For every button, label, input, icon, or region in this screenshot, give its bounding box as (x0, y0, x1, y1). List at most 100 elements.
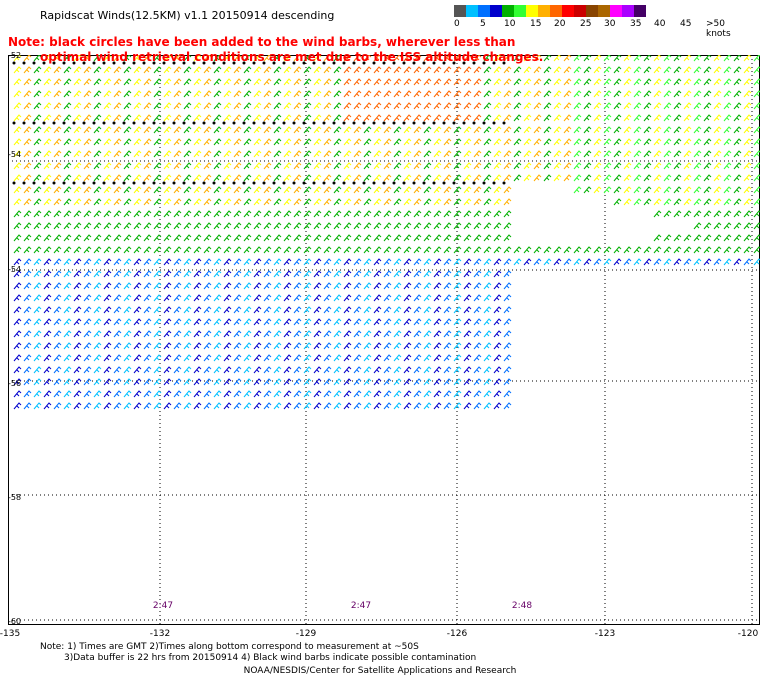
wind-barb (513, 174, 522, 182)
contamination-marker (152, 181, 156, 185)
wind-barb (513, 258, 522, 266)
wind-barb (463, 198, 472, 206)
legend-swatch (478, 5, 490, 17)
wind-barb (213, 402, 222, 410)
wind-barb (93, 342, 102, 350)
wind-barb (323, 162, 332, 170)
wind-barb (53, 378, 62, 386)
wind-barb (83, 270, 92, 278)
wind-barb (563, 102, 572, 110)
wind-barb (323, 55, 332, 62)
wind-barb (23, 246, 32, 254)
wind-barb (93, 78, 102, 86)
wind-barb (193, 66, 202, 74)
wind-barb (113, 114, 122, 122)
wind-barb (613, 246, 622, 254)
wind-barb (73, 174, 82, 182)
wind-barb (193, 342, 202, 350)
wind-barb (73, 150, 82, 158)
wind-barb (283, 174, 292, 182)
wind-barb (393, 126, 402, 134)
wind-barb (323, 390, 332, 398)
wind-barb (243, 306, 252, 314)
wind-barb (153, 294, 162, 302)
wind-barb (433, 342, 442, 350)
wind-barb (333, 258, 342, 266)
wind-barb (183, 102, 192, 110)
wind-barb (73, 402, 82, 410)
wind-barb (723, 102, 732, 110)
wind-barb (343, 198, 352, 206)
wind-barb (503, 402, 512, 410)
wind-barb (113, 390, 122, 398)
wind-barb (683, 78, 692, 86)
wind-barb (83, 90, 92, 98)
wind-barb (183, 186, 192, 194)
wind-barb (93, 162, 102, 170)
wind-barb (593, 150, 602, 158)
wind-barb (543, 138, 552, 146)
wind-barb (313, 78, 322, 86)
contamination-marker (272, 181, 276, 185)
wind-barb (383, 318, 392, 326)
wind-barb (593, 55, 602, 62)
wind-barb (33, 234, 42, 242)
wind-barb (413, 234, 422, 242)
wind-barb (333, 55, 342, 62)
wind-barb (163, 150, 172, 158)
wind-barb (643, 78, 652, 86)
wind-barb (453, 66, 462, 74)
wind-barb (163, 114, 172, 122)
wind-barb (723, 55, 732, 62)
wind-barb (213, 162, 222, 170)
wind-barb (613, 126, 622, 134)
wind-barb (653, 102, 662, 110)
wind-barb (273, 102, 282, 110)
wind-barb (653, 55, 662, 62)
wind-barb (553, 174, 562, 182)
wind-barb (13, 78, 22, 86)
wind-barb (353, 246, 362, 254)
wind-barb (743, 246, 752, 254)
wind-barb (43, 78, 52, 86)
wind-barb (293, 246, 302, 254)
wind-barb (373, 366, 382, 374)
wind-barb (243, 102, 252, 110)
wind-barb (533, 55, 542, 62)
wind-barb (273, 270, 282, 278)
wind-barb (413, 174, 422, 182)
contamination-marker (122, 181, 126, 185)
wind-barb (63, 126, 72, 134)
wind-barb (433, 246, 442, 254)
wind-barb (473, 126, 482, 134)
wind-barb (53, 282, 62, 290)
wind-barb (443, 354, 452, 362)
wind-barb (433, 330, 442, 338)
wind-barb (383, 174, 392, 182)
wind-barb (63, 318, 72, 326)
wind-barb (483, 150, 492, 158)
wind-barb (143, 126, 152, 134)
wind-barb (623, 78, 632, 86)
wind-barb (53, 270, 62, 278)
wind-barb (393, 222, 402, 230)
wind-barb (543, 102, 552, 110)
wind-barb (653, 114, 662, 122)
contamination-marker (472, 121, 476, 125)
wind-barb (413, 390, 422, 398)
y-tick-label: -60 (8, 617, 22, 626)
wind-barb (333, 234, 342, 242)
wind-barb (453, 270, 462, 278)
wind-barb (273, 198, 282, 206)
wind-barb (723, 138, 732, 146)
wind-barb (343, 186, 352, 194)
wind-barb (263, 390, 272, 398)
contamination-marker (242, 61, 246, 65)
contamination-marker (212, 181, 216, 185)
wind-barb (403, 378, 412, 386)
wind-barb (663, 174, 672, 182)
legend-label: >50 knots (706, 19, 731, 39)
wind-barb (123, 270, 132, 278)
wind-barb (463, 78, 472, 86)
wind-barb (333, 390, 342, 398)
